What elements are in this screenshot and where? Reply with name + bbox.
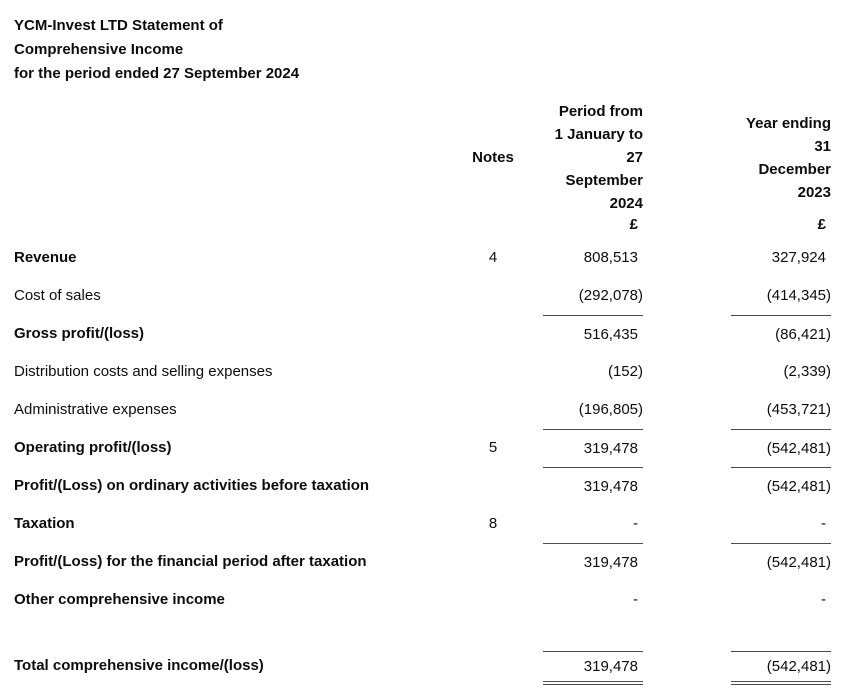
column-gap bbox=[643, 391, 731, 429]
column-gap bbox=[643, 277, 731, 315]
year-value: (542,481) bbox=[731, 651, 831, 685]
column-gap bbox=[643, 581, 731, 619]
title-line-3: for the period ended 27 September 2024 bbox=[14, 65, 300, 82]
year-value: (86,421) bbox=[731, 315, 831, 353]
column-gap bbox=[523, 581, 543, 619]
statement-title: YCM-Invest LTD Statement of Comprehensiv… bbox=[14, 14, 841, 86]
year-value: (414,345) bbox=[766, 287, 831, 304]
year-column-header: Year ending 31 December 2023 bbox=[745, 114, 831, 201]
row-note bbox=[463, 467, 523, 505]
title-line-2: Comprehensive Income bbox=[14, 41, 184, 58]
column-gap bbox=[643, 543, 731, 581]
column-gap bbox=[643, 505, 731, 543]
year-value: - bbox=[821, 591, 826, 608]
row-label: Other comprehensive income bbox=[14, 591, 225, 608]
row-label: Operating profit/(loss) bbox=[14, 439, 172, 456]
row-note bbox=[463, 581, 523, 619]
period-currency-symbol: £ bbox=[629, 216, 638, 233]
row-label: Profit/(Loss) on ordinary activities bef… bbox=[14, 477, 370, 494]
row-note bbox=[463, 543, 523, 581]
period-value: 319,478 bbox=[543, 429, 643, 467]
column-gap bbox=[643, 467, 731, 505]
column-gap bbox=[643, 315, 731, 353]
column-gap bbox=[523, 353, 543, 391]
table-row: Total comprehensive income/(loss) 319,47… bbox=[14, 651, 841, 685]
column-gap bbox=[523, 391, 543, 429]
row-note bbox=[463, 353, 523, 391]
year-value: 327,924 bbox=[771, 249, 826, 266]
table-row: Cost of sales (292,078) (414,345) bbox=[14, 277, 841, 315]
period-value: 319,478 bbox=[543, 651, 643, 685]
column-gap bbox=[523, 505, 543, 543]
currency-symbol-row: £ £ bbox=[14, 215, 841, 235]
column-gap bbox=[523, 239, 543, 277]
period-value: (196,805) bbox=[578, 401, 643, 418]
column-gap bbox=[643, 215, 731, 235]
column-gap bbox=[643, 651, 731, 685]
row-note bbox=[463, 391, 523, 429]
table-row: Distribution costs and selling expenses … bbox=[14, 353, 841, 391]
period-value: - bbox=[633, 591, 638, 608]
period-value: 319,478 bbox=[543, 467, 643, 505]
column-gap bbox=[523, 315, 543, 353]
row-note: 8 bbox=[488, 515, 498, 532]
table-row: Profit/(Loss) for the financial period a… bbox=[14, 543, 841, 581]
year-currency-symbol: £ bbox=[817, 216, 826, 233]
column-gap bbox=[523, 215, 543, 235]
row-label: Distribution costs and selling expenses bbox=[14, 363, 273, 380]
row-label: Total comprehensive income/(loss) bbox=[14, 657, 264, 674]
row-label: Administrative expenses bbox=[14, 401, 177, 418]
row-note: 4 bbox=[488, 249, 498, 266]
period-value: (292,078) bbox=[578, 287, 643, 304]
column-gap bbox=[523, 429, 543, 467]
period-column-header: Period from 1 January to 27 September 2024 bbox=[554, 103, 643, 212]
year-value: (542,481) bbox=[731, 429, 831, 467]
table-header-row: Notes Period from 1 January to 27 September… bbox=[14, 100, 841, 215]
year-value: (542,481) bbox=[731, 543, 831, 581]
row-label: Gross profit/(loss) bbox=[14, 325, 145, 342]
notes-column-header: Notes bbox=[472, 149, 514, 166]
row-label: Revenue bbox=[14, 249, 77, 266]
currency-row-spacer bbox=[14, 215, 463, 235]
column-gap bbox=[523, 651, 543, 685]
column-gap bbox=[643, 239, 731, 277]
row-label: Taxation bbox=[14, 515, 75, 532]
year-value: (453,721) bbox=[766, 401, 831, 418]
row-note: 5 bbox=[488, 439, 498, 456]
statement-rows: Revenue 4 808,513 327,924 Cost of sales … bbox=[14, 239, 841, 685]
table-row: Operating profit/(loss) 5 319,478 (542,4… bbox=[14, 429, 841, 467]
row-note bbox=[463, 651, 523, 685]
period-value: - bbox=[633, 515, 638, 532]
table-row: Profit/(Loss) on ordinary activities bef… bbox=[14, 467, 841, 505]
table-row: Taxation 8 - - bbox=[14, 505, 841, 543]
year-value: (2,339) bbox=[783, 363, 831, 380]
column-gap bbox=[643, 353, 731, 391]
column-gap bbox=[523, 543, 543, 581]
year-value: - bbox=[821, 515, 826, 532]
period-value: 516,435 bbox=[543, 315, 643, 353]
row-note bbox=[463, 315, 523, 353]
table-row: Administrative expenses (196,805) (453,7… bbox=[14, 391, 841, 429]
column-gap bbox=[523, 277, 543, 315]
period-value: 319,478 bbox=[543, 543, 643, 581]
table-row: Revenue 4 808,513 327,924 bbox=[14, 239, 841, 277]
table-row: Gross profit/(loss) 516,435 (86,421) bbox=[14, 315, 841, 353]
currency-row-notes-spacer bbox=[463, 215, 523, 235]
period-value: (152) bbox=[607, 363, 643, 380]
year-value: (542,481) bbox=[731, 467, 831, 505]
row-label: Cost of sales bbox=[14, 287, 101, 304]
column-gap bbox=[643, 429, 731, 467]
row-label: Profit/(Loss) for the financial period a… bbox=[14, 553, 367, 570]
period-value: 808,513 bbox=[583, 249, 638, 266]
title-line-1: YCM-Invest LTD Statement of bbox=[14, 17, 223, 34]
column-gap bbox=[523, 467, 543, 505]
row-note bbox=[463, 277, 523, 315]
table-row: Other comprehensive income - - bbox=[14, 581, 841, 619]
